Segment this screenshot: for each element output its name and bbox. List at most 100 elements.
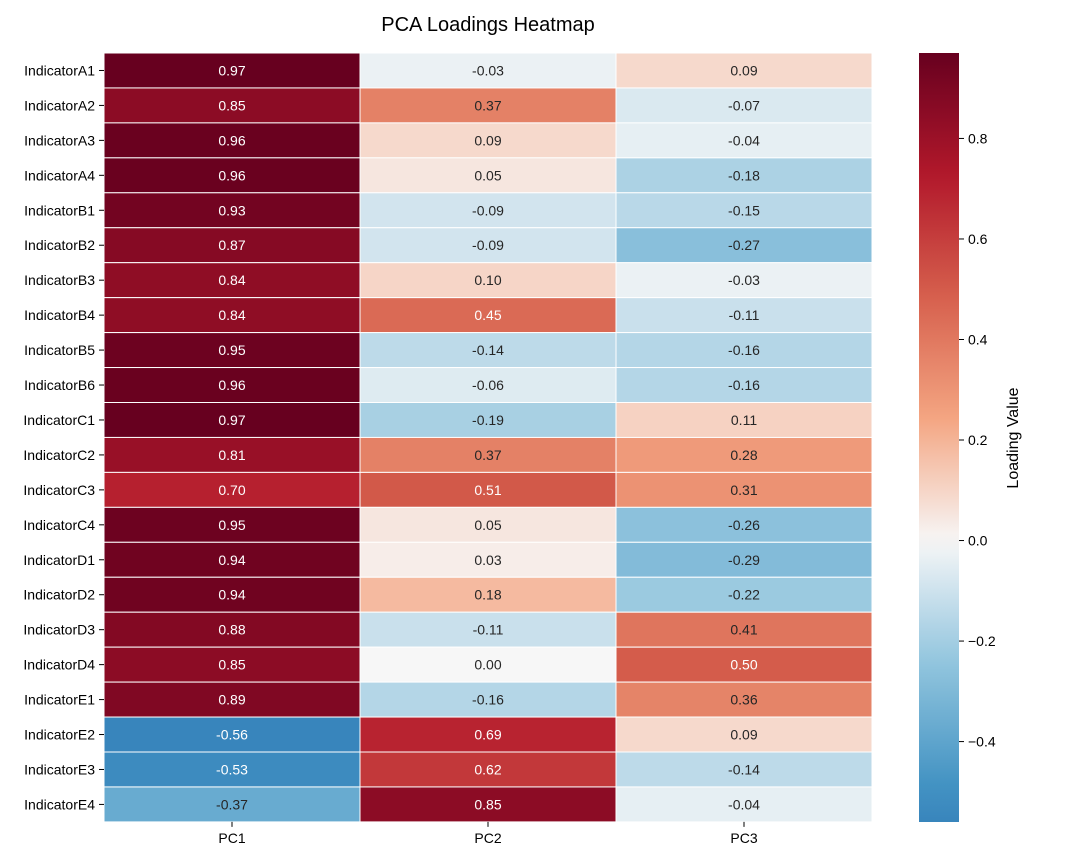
colorbar-gradient bbox=[919, 53, 959, 822]
row-tick-label: IndicatorE3 bbox=[24, 761, 95, 777]
row-tick-label: IndicatorB1 bbox=[24, 202, 95, 218]
cell-value-label: -0.56 bbox=[216, 727, 248, 743]
cell-value-label: 0.51 bbox=[474, 482, 501, 498]
cell-value-label: 0.81 bbox=[218, 447, 245, 463]
heatmap-cell bbox=[615, 611, 873, 648]
colorbar-tick-label: 0.8 bbox=[968, 130, 988, 146]
heatmap-cell bbox=[103, 262, 361, 299]
cell-value-label: 0.94 bbox=[218, 552, 245, 568]
row-tick-label: IndicatorC2 bbox=[23, 447, 95, 463]
cell-value-label: -0.03 bbox=[472, 62, 504, 78]
cell-value-label: -0.19 bbox=[472, 412, 504, 428]
cell-value-label: -0.16 bbox=[728, 377, 760, 393]
cell-value-label: 0.28 bbox=[730, 447, 757, 463]
heatmap-cells: 0.97 -0.03 0.09 0.85 0.37 -0.07 0.96 0.09 -0.04 0… bbox=[103, 52, 873, 823]
row-tick-label: IndicatorE2 bbox=[24, 727, 95, 743]
heatmap-cell bbox=[615, 332, 873, 369]
heatmap-cell bbox=[103, 786, 361, 823]
cell-value-label: 0.37 bbox=[474, 97, 501, 113]
colorbar: −0.4 −0.2 0.0 0.2 0.4 0.6 0.8 bbox=[919, 53, 996, 822]
row-tick-label: IndicatorC3 bbox=[23, 482, 95, 498]
cell-value-label: 0.18 bbox=[474, 587, 501, 603]
column-tick-label: PC1 bbox=[218, 830, 245, 846]
colorbar-tick-label: 0.6 bbox=[968, 231, 988, 247]
cell-value-label: 0.45 bbox=[474, 307, 501, 323]
cell-value-label: -0.14 bbox=[728, 761, 760, 777]
cell-value-label: -0.09 bbox=[472, 237, 504, 253]
row-tick-label: IndicatorC4 bbox=[23, 517, 95, 533]
colorbar-tick-label: 0.2 bbox=[968, 432, 988, 448]
row-tick-label: IndicatorA2 bbox=[24, 97, 95, 113]
heatmap-cell bbox=[615, 436, 873, 473]
row-tick-label: IndicatorA4 bbox=[24, 167, 95, 183]
heatmap-cell bbox=[615, 471, 873, 508]
cell-value-label: -0.37 bbox=[216, 796, 248, 812]
cell-value-label: 0.93 bbox=[218, 202, 245, 218]
cell-value-label: 0.94 bbox=[218, 587, 245, 603]
cell-value-label: -0.03 bbox=[728, 272, 760, 288]
heatmap-cell bbox=[615, 52, 873, 89]
cell-value-label: 0.41 bbox=[730, 622, 757, 638]
cell-value-label: 0.88 bbox=[218, 622, 245, 638]
cell-value-label: 0.85 bbox=[474, 796, 501, 812]
cell-value-label: 0.11 bbox=[731, 412, 757, 428]
heatmap-cell bbox=[103, 751, 361, 788]
cell-value-label: 0.10 bbox=[474, 272, 501, 288]
cell-value-label: 0.85 bbox=[218, 657, 245, 673]
heatmap-cell bbox=[615, 402, 873, 438]
row-tick-label: IndicatorB2 bbox=[24, 237, 95, 253]
cell-value-label: -0.29 bbox=[728, 552, 760, 568]
heatmap-cell bbox=[103, 611, 361, 648]
heatmap-cell bbox=[103, 402, 361, 438]
row-tick-label: IndicatorD1 bbox=[23, 552, 95, 568]
heatmap-cell bbox=[359, 262, 617, 299]
cell-value-label: 0.05 bbox=[474, 167, 501, 183]
heatmap-cell bbox=[103, 681, 361, 718]
heatmap-cell bbox=[615, 541, 873, 578]
cell-value-label: 0.03 bbox=[474, 552, 501, 568]
cell-value-label: 0.09 bbox=[474, 132, 501, 148]
row-tick-label: IndicatorB5 bbox=[24, 342, 95, 358]
heatmap-cell bbox=[615, 262, 873, 299]
heatmap-cell bbox=[103, 297, 361, 334]
heatmap-cell bbox=[359, 576, 617, 613]
cell-value-label: 0.97 bbox=[218, 62, 245, 78]
cell-value-label: 0.87 bbox=[218, 237, 245, 253]
cell-value-label: 0.85 bbox=[218, 97, 245, 113]
row-tick-label: IndicatorD4 bbox=[23, 657, 95, 673]
cell-value-label: 0.31 bbox=[730, 482, 757, 498]
heatmap-cell bbox=[615, 367, 873, 403]
heatmap-cell bbox=[359, 192, 617, 229]
cell-value-label: 0.05 bbox=[474, 517, 501, 533]
heatmap-cell bbox=[359, 716, 617, 753]
cell-value-label: -0.27 bbox=[728, 237, 760, 253]
heatmap-cell bbox=[615, 227, 873, 264]
heatmap-cell bbox=[615, 576, 873, 613]
cell-value-label: 0.09 bbox=[730, 727, 757, 743]
colorbar-tick-label: 0.4 bbox=[968, 331, 988, 347]
cell-value-label: 0.96 bbox=[218, 167, 245, 183]
cell-value-label: -0.06 bbox=[472, 377, 504, 393]
cell-value-label: -0.04 bbox=[728, 132, 760, 148]
heatmap-cell bbox=[359, 646, 617, 683]
row-tick-label: IndicatorE4 bbox=[24, 796, 95, 812]
heatmap-cell bbox=[103, 541, 361, 578]
cell-value-label: 0.97 bbox=[218, 412, 245, 428]
heatmap-cell bbox=[615, 646, 873, 683]
row-tick-label: IndicatorB3 bbox=[24, 272, 95, 288]
cell-value-label: 0.89 bbox=[218, 692, 245, 708]
cell-value-label: 0.95 bbox=[218, 342, 245, 358]
cell-value-label: 0.84 bbox=[218, 272, 245, 288]
heatmap-cell bbox=[359, 681, 617, 718]
heatmap-cell bbox=[359, 367, 617, 403]
row-tick-label: IndicatorD3 bbox=[23, 622, 95, 638]
cell-value-label: -0.22 bbox=[728, 587, 760, 603]
heatmap-cell bbox=[103, 471, 361, 508]
colorbar-label: Loading Value bbox=[1005, 387, 1022, 488]
cell-value-label: 0.00 bbox=[474, 657, 501, 673]
cell-value-label: -0.15 bbox=[728, 202, 760, 218]
cell-value-label: -0.53 bbox=[216, 761, 248, 777]
column-tick-label: PC3 bbox=[730, 830, 757, 846]
heatmap-cell bbox=[103, 576, 361, 613]
heatmap-cell bbox=[103, 506, 361, 543]
